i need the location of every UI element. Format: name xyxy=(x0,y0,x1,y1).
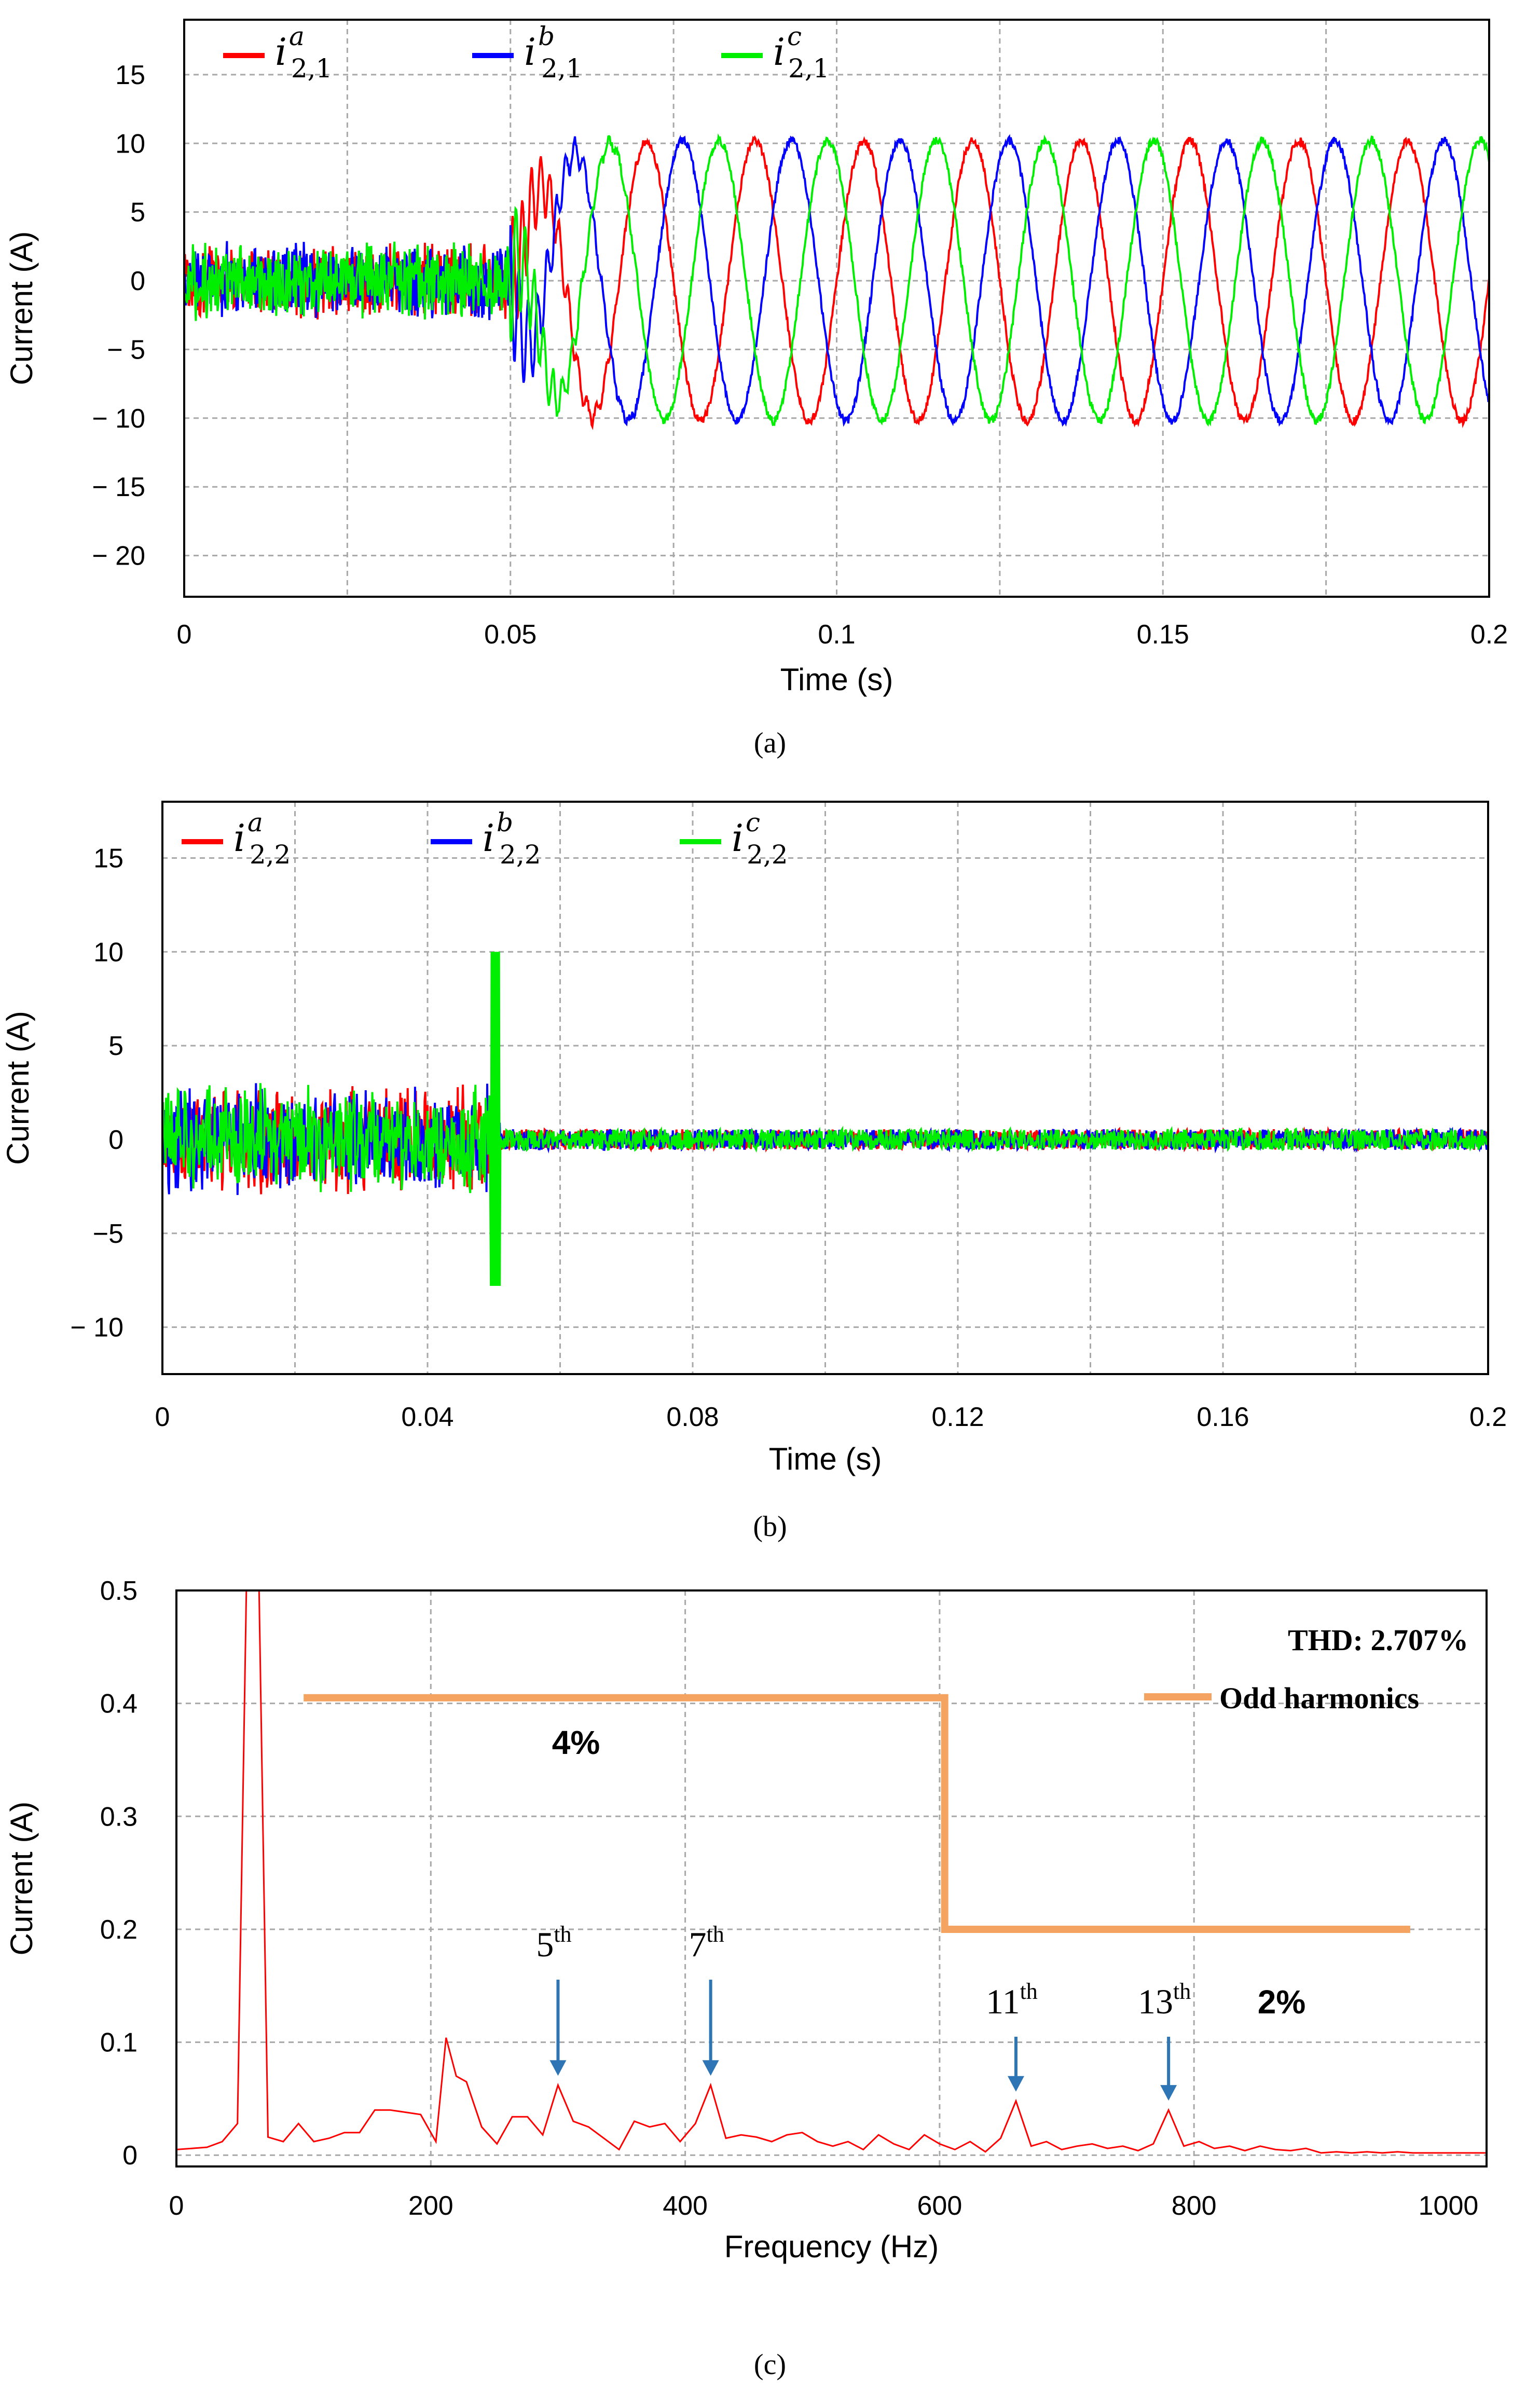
harmonic-arrow-head xyxy=(549,2060,567,2076)
y-tick-label: 0 xyxy=(122,2141,138,2171)
y-tick-label: 10 xyxy=(115,129,145,159)
x-tick-label: 0.05 xyxy=(484,620,537,650)
x-tick-label: 600 xyxy=(917,2191,962,2221)
a-legend-label-c: ic 2,1 xyxy=(773,21,830,84)
x-tick-label: 0.04 xyxy=(401,1402,453,1432)
spectrum-line xyxy=(176,1590,1487,2154)
y-axis-label: Current (A) xyxy=(4,231,39,386)
y-tick-label: 5 xyxy=(108,1031,123,1061)
panel-a-current-time-chart: 0 0.05 0.1 0.15 0.2 15 10 5 0 − 5 − 10 − 15 − 20 Time… xyxy=(4,19,1508,759)
thd-label: THD: 2.707% xyxy=(1288,1623,1468,1657)
x-tick-label: 0.08 xyxy=(666,1402,719,1432)
x-tick-label: 0 xyxy=(177,620,192,650)
panel-c-harmonic-spectrum-chart: 0 200 400 600 800 1000 0.5 0.4 0.3 0.2 0.1 0 Frequen… xyxy=(4,1576,1488,2381)
plot-frame xyxy=(175,1589,1488,2167)
plot-frame xyxy=(183,19,1490,598)
b-legend-label-a: ia 2,2 xyxy=(233,807,291,870)
y-tick-label: −5 xyxy=(93,1219,123,1249)
harmonic-order-label: 7th xyxy=(689,1922,724,1964)
y-tick-label: 0 xyxy=(108,1125,123,1155)
x-tick-label: 1000 xyxy=(1419,2191,1479,2221)
x-tick-label: 0.16 xyxy=(1197,1402,1249,1432)
plot-frame xyxy=(161,801,1489,1375)
y-tick-label: 10 xyxy=(93,937,123,967)
limit-4-percent-label: 4% xyxy=(552,1724,600,1761)
y-axis-label: Current (A) xyxy=(1,1011,35,1165)
x-tick-label: 0.1 xyxy=(818,620,855,650)
x-tick-label: 0 xyxy=(169,2191,184,2221)
y-tick-label: 0.5 xyxy=(100,1576,138,1606)
y-tick-label: 0.1 xyxy=(100,2028,138,2058)
y-tick-label: − 10 xyxy=(92,404,145,434)
y-tick-label: − 5 xyxy=(107,335,145,365)
plot-area xyxy=(176,1590,1487,2166)
odd-harmonics-legend-label: Odd harmonics xyxy=(1219,1681,1419,1715)
y-tick-label: − 10 xyxy=(70,1313,123,1343)
panel-caption: (b) xyxy=(753,1511,787,1543)
x-tick-label: 400 xyxy=(663,2191,708,2221)
b-legend-label-c: ic 2,2 xyxy=(732,807,788,870)
harmonic-arrow-head xyxy=(1160,2085,1177,2101)
b-legend-label-b: ib 2,2 xyxy=(483,807,541,870)
panel-caption: (c) xyxy=(754,2349,786,2381)
harmonic-arrow-head xyxy=(1007,2076,1024,2092)
y-tick-label: 0 xyxy=(130,266,145,296)
y-tick-label: 15 xyxy=(115,60,145,90)
limit-2-percent-label: 2% xyxy=(1258,1983,1306,2021)
y-tick-label: − 15 xyxy=(92,472,145,502)
harmonic-order-label: 11th xyxy=(986,1979,1038,2021)
y-tick-label: 15 xyxy=(93,843,123,873)
a-legend-label-b: ib 2,1 xyxy=(524,21,583,84)
x-tick-label: 0.12 xyxy=(931,1402,984,1432)
harmonic-arrow-head xyxy=(702,2060,719,2076)
y-tick-label: 0.4 xyxy=(100,1689,138,1719)
y-tick-label: 0.2 xyxy=(100,1915,138,1945)
series-line-3 xyxy=(184,133,1489,427)
a-legend-label-a: ia 2,1 xyxy=(275,21,332,84)
y-tick-label: 0.3 xyxy=(100,1802,138,1832)
x-tick-label: 0.2 xyxy=(1469,1402,1507,1432)
y-axis-label: Current (A) xyxy=(4,1802,39,1956)
x-tick-label: 0 xyxy=(155,1402,170,1432)
series-line-3 xyxy=(162,952,1488,1286)
panel-b-current-time-chart: 0 0.04 0.08 0.12 0.16 0.2 15 10 5 0 −5 − 10 Time (s)… xyxy=(1,801,1507,1543)
x-tick-label: 800 xyxy=(1172,2191,1217,2221)
odd-harmonics-limit-line xyxy=(304,1694,1410,1933)
harmonic-order-label: 5th xyxy=(536,1922,571,1964)
y-tick-label: − 20 xyxy=(92,541,145,571)
x-tick-label: 0.2 xyxy=(1470,620,1508,650)
x-tick-label: 200 xyxy=(408,2191,453,2221)
x-axis-label: Time (s) xyxy=(780,662,893,697)
harmonic-order-label: 13th xyxy=(1138,1979,1191,2021)
y-tick-label: 5 xyxy=(130,198,145,228)
panel-caption: (a) xyxy=(754,727,786,759)
x-tick-label: 0.15 xyxy=(1137,620,1189,650)
x-axis-label: Frequency (Hz) xyxy=(724,2229,939,2264)
x-axis-label: Time (s) xyxy=(769,1442,882,1476)
